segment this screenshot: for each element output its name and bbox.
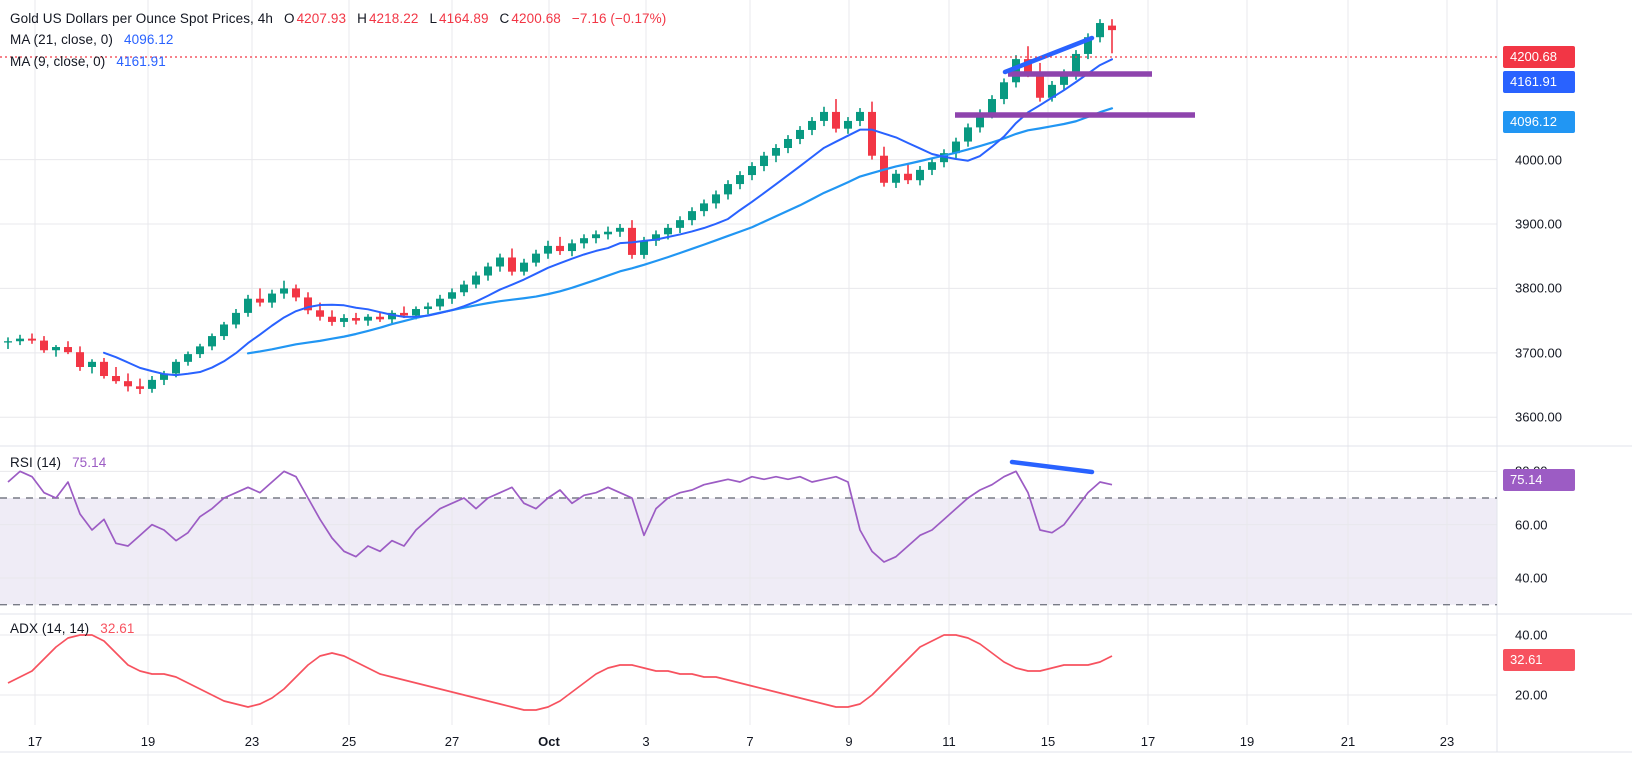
symbol-title: Gold US Dollars per Ounce Spot Prices, 4… bbox=[10, 11, 273, 26]
change-value: −7.16 (−0.17%) bbox=[571, 11, 667, 26]
close-key: C bbox=[499, 11, 510, 26]
open-key: O bbox=[283, 11, 295, 26]
date-tick-23: 23 bbox=[244, 734, 260, 749]
date-tick-21: 21 bbox=[1340, 734, 1356, 749]
symbol-legend[interactable]: Gold US Dollars per Ounce Spot Prices, 4… bbox=[10, 11, 668, 27]
adx-label: ADX (14, 14) bbox=[10, 621, 90, 636]
adx-tick-20: 20.00 bbox=[1515, 687, 1548, 703]
date-tick-7: 7 bbox=[746, 734, 754, 749]
price-tick-3600: 3600.00 bbox=[1515, 409, 1562, 425]
date-tick-11: 11 bbox=[942, 734, 956, 749]
date-tick-27: 27 bbox=[444, 734, 460, 749]
date-tick-23: 23 bbox=[1439, 734, 1455, 749]
date-tick-17: 17 bbox=[1140, 734, 1156, 749]
rsi-value: 75.14 bbox=[72, 455, 107, 470]
rsi-label: RSI (14) bbox=[10, 455, 62, 470]
date-tick-Oct: Oct bbox=[538, 734, 560, 749]
price-badge-75.14[interactable]: 75.14 bbox=[1503, 469, 1575, 491]
open-value: 4207.93 bbox=[296, 11, 347, 26]
ma21-label: MA (21, close, 0) bbox=[10, 32, 113, 47]
adx-tick-40: 40.00 bbox=[1515, 627, 1548, 643]
date-tick-19: 19 bbox=[140, 734, 156, 749]
date-tick-15: 15 bbox=[1040, 734, 1056, 749]
ma9-label: MA (9, close, 0) bbox=[10, 54, 106, 69]
price-badge-4096.12[interactable]: 4096.12 bbox=[1503, 111, 1575, 133]
adx-legend[interactable]: ADX (14, 14) 32.61 bbox=[10, 621, 137, 637]
adx-value: 32.61 bbox=[100, 621, 135, 636]
price-badge-4200.68[interactable]: 4200.68 bbox=[1503, 46, 1575, 68]
rsi-tick-60: 60.00 bbox=[1515, 517, 1548, 533]
high-value: 4218.22 bbox=[368, 11, 419, 26]
price-tick-3900: 3900.00 bbox=[1515, 216, 1562, 232]
price-badge-32.61[interactable]: 32.61 bbox=[1503, 649, 1575, 671]
low-value: 4164.89 bbox=[439, 11, 489, 26]
ma21-value: 4096.12 bbox=[124, 32, 174, 47]
low-key: L bbox=[429, 11, 438, 26]
date-tick-19: 19 bbox=[1239, 734, 1255, 749]
price-tick-3800: 3800.00 bbox=[1515, 280, 1562, 296]
date-tick-3: 3 bbox=[642, 734, 650, 749]
price-tick-3700: 3700.00 bbox=[1515, 345, 1562, 361]
rsi-legend[interactable]: RSI (14) 75.14 bbox=[10, 455, 108, 471]
date-tick-17: 17 bbox=[27, 734, 43, 749]
rsi-tick-40: 40.00 bbox=[1515, 570, 1548, 586]
ma9-value: 4161.91 bbox=[116, 54, 166, 69]
price-tick-4000: 4000.00 bbox=[1515, 152, 1562, 168]
date-tick-9: 9 bbox=[845, 734, 853, 749]
date-tick-25: 25 bbox=[341, 734, 357, 749]
high-key: H bbox=[357, 11, 367, 26]
close-value: 4200.68 bbox=[511, 11, 561, 26]
ma21-legend[interactable]: MA (21, close, 0) 4096.12 bbox=[10, 32, 176, 48]
price-badge-4161.91[interactable]: 4161.91 bbox=[1503, 71, 1575, 93]
ma9-legend[interactable]: MA (9, close, 0) 4161.91 bbox=[10, 54, 168, 70]
